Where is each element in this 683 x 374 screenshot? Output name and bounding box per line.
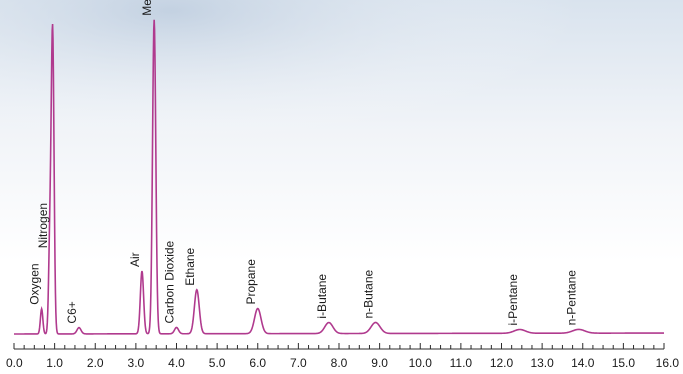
peak-label: C6+ xyxy=(65,301,79,323)
x-tick-label: 1.0 xyxy=(46,356,63,370)
x-tick-label: 15.0 xyxy=(612,356,636,370)
x-tick-label: 14.0 xyxy=(571,356,595,370)
peak-label: Carbon Dioxide xyxy=(163,240,177,323)
chromatogram-trace xyxy=(14,19,664,335)
peak-label: Ethane xyxy=(183,247,197,285)
x-tick-label: 5.0 xyxy=(209,356,226,370)
peak-label: Propane xyxy=(244,259,258,305)
x-axis: 0.0 1.0 2.0 3.0 4.0 5.0 6.0 7.0 8.0 9.0 10.0 11.0 12… xyxy=(6,343,679,370)
x-tick-label: 16.0 xyxy=(656,356,680,370)
x-tick-label: 8.0 xyxy=(331,356,348,370)
x-tick-label: 7.0 xyxy=(290,356,307,370)
peak-label: i-Pentane xyxy=(506,274,520,326)
x-tick-label: 4.0 xyxy=(168,356,185,370)
x-tick-label: 3.0 xyxy=(128,356,145,370)
peak-label: n-Pentane xyxy=(565,270,579,326)
background-glow xyxy=(0,0,683,220)
x-tick-label: 12.0 xyxy=(490,356,514,370)
peak-label: Air xyxy=(128,252,142,267)
peak-label: Nitrogen xyxy=(36,203,50,248)
x-tick-label: 9.0 xyxy=(371,356,388,370)
peak-labels: Oxygen Nitrogen C6+ Air Methane Carbon Dioxid… xyxy=(28,0,579,326)
x-tick-label: 6.0 xyxy=(249,356,266,370)
peak-label: n-Butane xyxy=(362,269,376,318)
x-tick-label: 13.0 xyxy=(530,356,554,370)
x-tick-label: 10.0 xyxy=(409,356,433,370)
peak-label: Methane xyxy=(140,0,154,16)
x-tick-label: 11.0 xyxy=(450,356,473,370)
x-tick-label: 2.0 xyxy=(87,356,104,370)
peak-label: i-Butane xyxy=(315,274,329,319)
peak-label: Oxygen xyxy=(28,263,42,304)
x-tick-label: 0.0 xyxy=(6,356,23,370)
